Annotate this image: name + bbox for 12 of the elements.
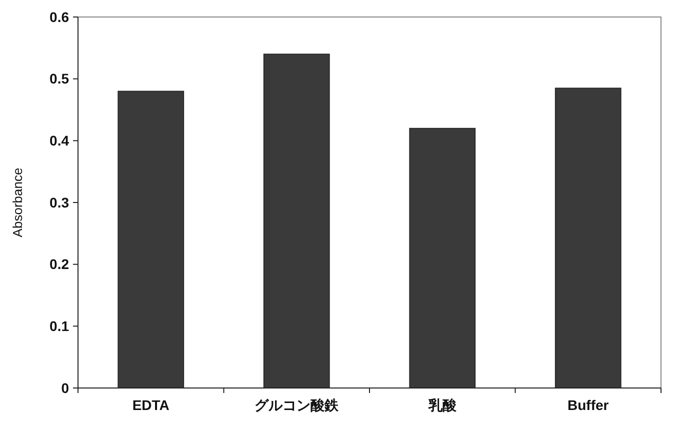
x-tick-label: Buffer: [568, 397, 610, 413]
y-axis-title: Absorbance: [10, 168, 25, 238]
x-tick-label: 乳酸: [427, 397, 458, 413]
x-tick-label: EDTA: [132, 397, 170, 413]
y-tick-label: 0.2: [50, 256, 70, 272]
y-tick-label: 0.1: [50, 318, 70, 334]
y-tick-label: 0: [61, 380, 70, 396]
y-tick-label: 0.4: [50, 132, 70, 149]
x-tick-label: グルコン酸鉄: [254, 397, 340, 413]
y-tick-label: 0.6: [50, 8, 70, 25]
y-tick-label: 0.3: [50, 194, 70, 210]
y-tick-label: 0.5: [50, 70, 70, 87]
